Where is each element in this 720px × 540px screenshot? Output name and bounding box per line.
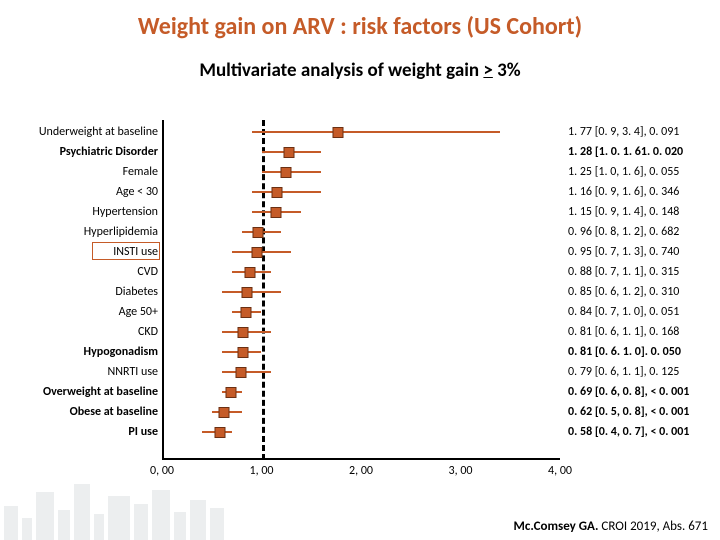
forest-row: [162, 282, 560, 302]
row-value: 0. 88 [0. 7, 1. 1], 0. 315: [568, 262, 679, 282]
point-estimate-marker: [218, 407, 229, 418]
row-label: Obese at baseline: [70, 402, 158, 422]
row-value: 0. 58 [0. 4, 0. 7], < 0. 001: [568, 422, 689, 442]
row-label: Hyperlipidemia: [84, 222, 158, 242]
forest-row: [162, 422, 560, 442]
row-label: CKD: [138, 322, 158, 342]
row-value: 0. 95 [0. 7, 1. 3], 0. 740: [568, 242, 679, 262]
row-label: Psychiatric Disorder: [60, 142, 158, 162]
forest-plot: Underweight at baseline 1. 77 [0. 9, 3. 4…: [8, 120, 712, 490]
forest-row: [162, 262, 560, 282]
forest-row: [162, 342, 560, 362]
row-value: 1. 77 [0. 9, 3. 4], 0. 091: [568, 122, 679, 142]
row-value: 0. 81 [0. 6. 1. 0]. 0. 050: [568, 342, 681, 362]
ci-bar: [252, 191, 322, 193]
row-value: 0. 79 [0. 6, 1. 1], 0. 125: [568, 362, 679, 382]
row-label: Hypogonadism: [84, 342, 158, 362]
row-value: 1. 16 [0. 9, 1. 6], 0. 346: [568, 182, 679, 202]
row-value: 0. 81 [0. 6, 1. 1], 0. 168: [568, 322, 679, 342]
forest-row: [162, 402, 560, 422]
row-label: Age 50+: [119, 302, 158, 322]
row-value: 1. 15 [0. 9, 1. 4], 0. 148: [568, 202, 679, 222]
forest-row: [162, 382, 560, 402]
forest-row: [162, 242, 560, 262]
row-label: NNRTI use: [108, 362, 158, 382]
point-estimate-marker: [237, 347, 248, 358]
forest-row: [162, 142, 560, 162]
x-axis: [162, 458, 560, 460]
highlight-box: [92, 242, 160, 260]
citation-ref: CROI 2019, Abs. 671: [601, 519, 708, 534]
ci-bar: [222, 371, 272, 373]
page-title: Weight gain on ARV : risk factors (US Co…: [0, 0, 720, 41]
forest-row: [162, 322, 560, 342]
point-estimate-marker: [252, 227, 263, 238]
row-value: 0. 96 [0. 8, 1. 2], 0. 682: [568, 222, 679, 242]
forest-row: [162, 122, 560, 142]
row-value: 1. 28 [1. 0. 1. 61. 0. 020: [568, 142, 683, 162]
row-value: 0. 85 [0. 6, 1. 2], 0. 310: [568, 282, 679, 302]
row-value: 0. 62 [0. 5, 0. 8], < 0. 001: [568, 402, 689, 422]
x-tick-label: 3, 00: [449, 464, 473, 478]
row-label: Hypertension: [92, 202, 158, 222]
point-estimate-marker: [271, 207, 282, 218]
ci-bar: [252, 131, 501, 133]
forest-row: [162, 182, 560, 202]
point-estimate-marker: [225, 387, 236, 398]
row-value: 0. 69 [0. 6, 0. 8], < 0. 001: [568, 382, 689, 402]
forest-row: [162, 202, 560, 222]
point-estimate-marker: [244, 267, 255, 278]
point-estimate-marker: [251, 247, 262, 258]
citation-footer: Mc.Comsey GA. CROI 2019, Abs. 671: [514, 519, 708, 534]
forest-row: [162, 222, 560, 242]
row-value: 0. 84 [0. 7, 1. 0], 0. 051: [568, 302, 679, 322]
x-tick-label: 0, 00: [150, 464, 174, 478]
forest-row: [162, 362, 560, 382]
row-value: 1. 25 [1. 0, 1. 6], 0. 055: [568, 162, 679, 182]
x-tick-label: 2, 00: [349, 464, 373, 478]
point-estimate-marker: [214, 427, 225, 438]
forest-row: [162, 162, 560, 182]
row-label: Age < 30: [116, 182, 158, 202]
point-estimate-marker: [241, 287, 252, 298]
forest-row: [162, 302, 560, 322]
point-estimate-marker: [284, 147, 295, 158]
page-subtitle: Multivariate analysis of weight gain > 3…: [0, 41, 720, 82]
x-tick-label: 4, 00: [548, 464, 572, 478]
point-estimate-marker: [333, 127, 344, 138]
citation-author: Mc.Comsey GA.: [514, 519, 602, 534]
row-label: Female: [123, 162, 158, 182]
point-estimate-marker: [237, 327, 248, 338]
point-estimate-marker: [272, 187, 283, 198]
point-estimate-marker: [240, 307, 251, 318]
row-label: Underweight at baseline: [39, 122, 158, 142]
row-label: Overweight at baseline: [43, 382, 158, 402]
row-label: PI use: [128, 422, 158, 442]
x-tick-label: 1, 00: [250, 464, 274, 478]
point-estimate-marker: [281, 167, 292, 178]
row-label: CVD: [137, 262, 158, 282]
plot-region: [162, 120, 560, 460]
point-estimate-marker: [235, 367, 246, 378]
row-label: Diabetes: [115, 282, 158, 302]
